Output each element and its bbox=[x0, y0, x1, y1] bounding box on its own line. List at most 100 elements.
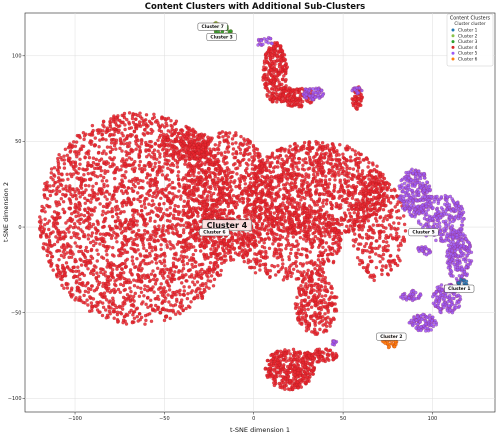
data-point bbox=[222, 185, 226, 189]
data-point bbox=[150, 249, 154, 253]
data-point bbox=[170, 223, 175, 227]
data-point bbox=[337, 245, 341, 249]
data-point bbox=[270, 153, 274, 157]
data-point bbox=[108, 312, 112, 316]
data-point bbox=[139, 286, 143, 290]
data-point bbox=[354, 161, 358, 166]
data-point bbox=[190, 262, 194, 267]
data-point bbox=[338, 178, 342, 182]
data-point bbox=[104, 284, 109, 288]
data-point bbox=[170, 180, 175, 185]
data-point bbox=[303, 196, 307, 201]
data-point bbox=[84, 151, 88, 155]
data-point bbox=[123, 123, 127, 127]
data-point bbox=[136, 181, 140, 185]
data-point bbox=[264, 251, 268, 255]
data-point bbox=[249, 238, 254, 242]
data-point bbox=[275, 213, 280, 218]
data-point bbox=[163, 158, 168, 162]
data-point bbox=[212, 213, 217, 217]
data-point bbox=[108, 132, 112, 137]
data-point bbox=[155, 157, 159, 161]
data-point bbox=[253, 176, 257, 181]
data-point bbox=[213, 250, 217, 255]
data-point bbox=[70, 212, 74, 216]
data-point bbox=[199, 175, 203, 179]
data-point bbox=[110, 214, 115, 219]
data-point bbox=[131, 262, 135, 266]
data-point bbox=[194, 206, 198, 210]
data-point bbox=[197, 238, 201, 243]
data-point bbox=[116, 185, 121, 189]
data-point bbox=[371, 161, 375, 165]
data-point bbox=[49, 264, 53, 268]
data-point bbox=[304, 239, 308, 243]
data-point bbox=[84, 245, 89, 250]
data-point bbox=[270, 232, 275, 237]
data-point bbox=[243, 176, 248, 180]
data-point bbox=[320, 173, 325, 178]
data-point bbox=[329, 157, 333, 162]
data-point bbox=[185, 279, 189, 283]
data-point bbox=[191, 280, 195, 284]
data-point bbox=[114, 141, 118, 145]
data-point bbox=[174, 293, 178, 297]
data-point bbox=[307, 141, 312, 145]
data-point bbox=[92, 192, 97, 197]
data-point bbox=[179, 194, 183, 198]
data-point bbox=[271, 169, 276, 174]
data-point bbox=[104, 211, 108, 215]
data-point bbox=[195, 280, 200, 284]
data-point bbox=[63, 252, 67, 257]
data-point bbox=[175, 297, 179, 302]
data-point bbox=[143, 206, 147, 210]
data-point bbox=[158, 152, 162, 156]
data-point bbox=[82, 293, 86, 298]
data-point bbox=[248, 265, 252, 270]
data-point bbox=[89, 200, 93, 204]
data-point bbox=[296, 193, 300, 197]
data-point bbox=[143, 287, 147, 292]
data-point bbox=[289, 274, 293, 279]
data-point bbox=[194, 273, 198, 277]
data-point bbox=[67, 156, 71, 160]
data-point bbox=[39, 218, 43, 222]
data-point bbox=[211, 155, 216, 159]
data-point bbox=[356, 151, 361, 155]
data-point bbox=[208, 208, 212, 212]
data-point bbox=[195, 210, 199, 215]
data-point bbox=[52, 174, 57, 178]
data-point bbox=[307, 155, 312, 159]
data-point bbox=[259, 254, 264, 259]
data-point bbox=[201, 283, 205, 288]
data-point bbox=[219, 193, 223, 198]
data-point bbox=[223, 254, 228, 258]
data-point bbox=[203, 289, 207, 293]
data-point bbox=[78, 162, 82, 166]
data-point bbox=[59, 183, 64, 188]
data-point bbox=[131, 230, 136, 234]
data-point bbox=[54, 200, 58, 204]
data-point bbox=[148, 181, 153, 185]
data-point bbox=[366, 165, 370, 169]
data-point bbox=[230, 142, 235, 146]
data-point bbox=[260, 158, 265, 162]
data-point bbox=[117, 207, 121, 211]
data-point bbox=[146, 275, 151, 279]
data-point bbox=[111, 309, 115, 314]
data-point bbox=[208, 190, 212, 194]
data-point bbox=[82, 273, 86, 278]
data-point bbox=[95, 271, 99, 275]
data-point bbox=[95, 175, 100, 179]
data-point bbox=[124, 165, 128, 169]
data-point bbox=[133, 265, 137, 270]
data-point bbox=[100, 267, 104, 271]
data-point bbox=[167, 159, 171, 163]
data-point bbox=[258, 259, 263, 263]
data-point bbox=[339, 206, 343, 210]
data-point bbox=[142, 133, 147, 137]
data-point bbox=[78, 157, 82, 161]
data-point bbox=[130, 320, 135, 325]
data-point bbox=[114, 199, 119, 204]
data-point bbox=[195, 293, 200, 297]
